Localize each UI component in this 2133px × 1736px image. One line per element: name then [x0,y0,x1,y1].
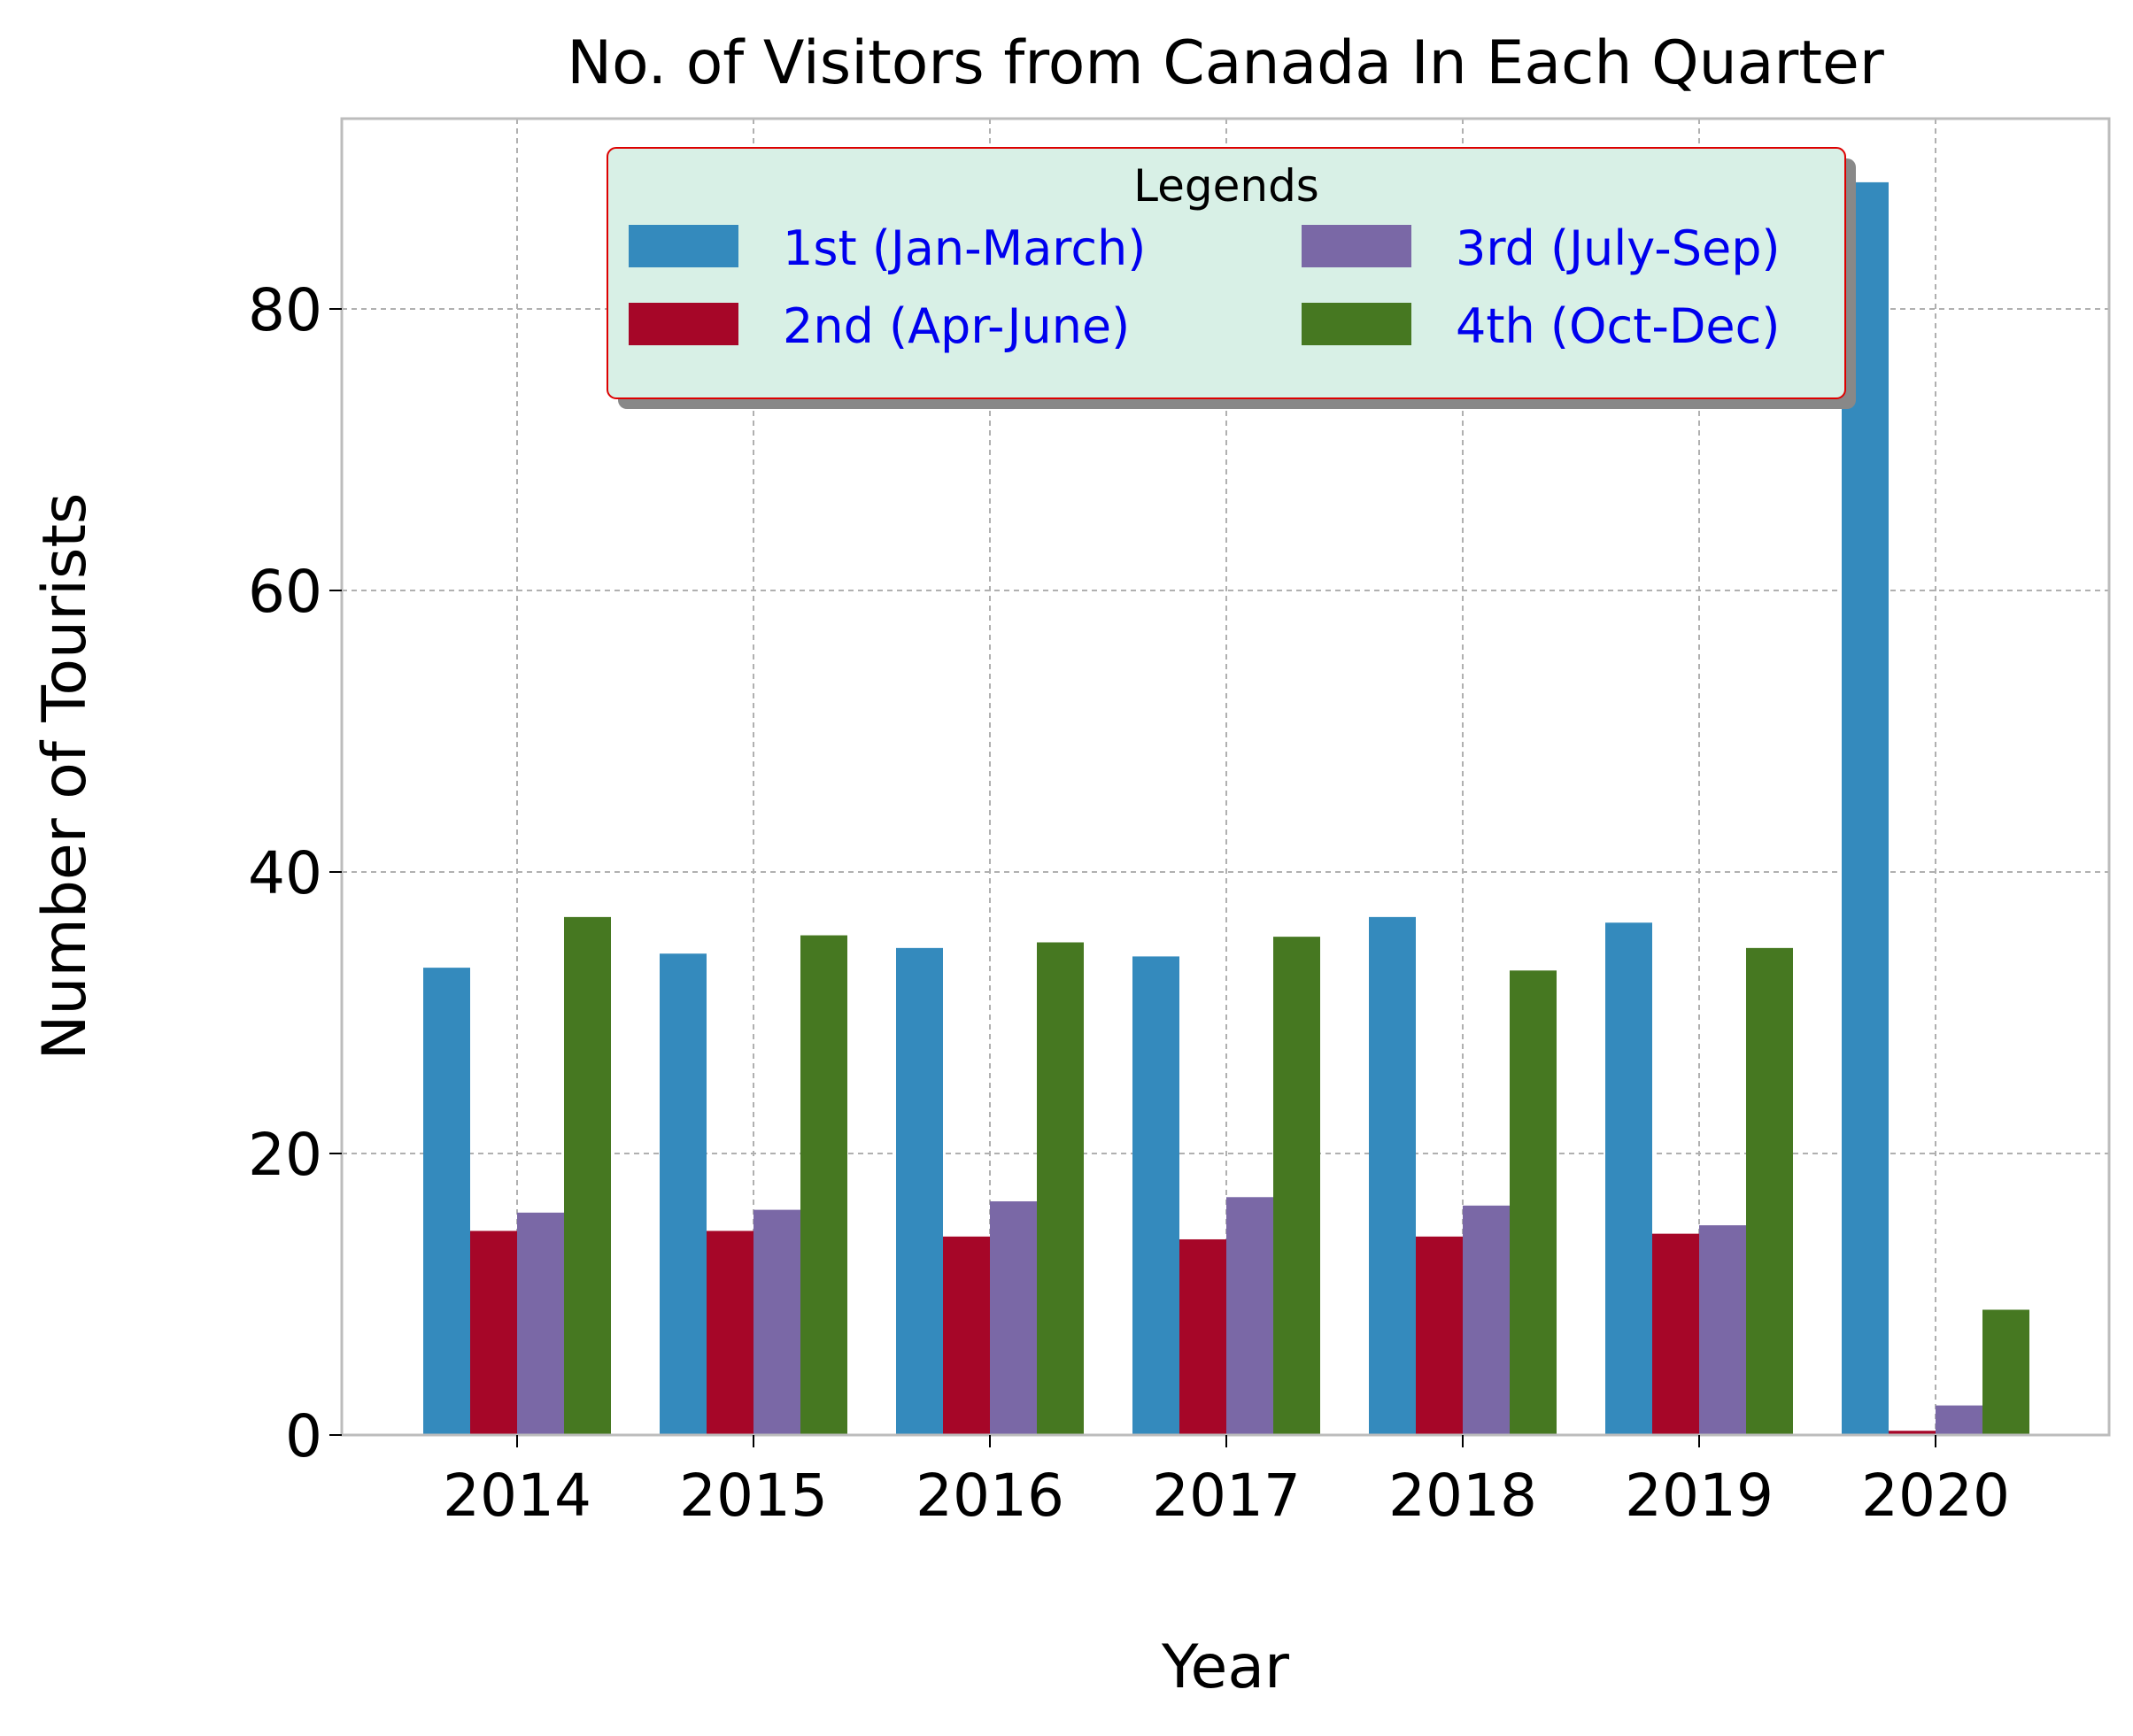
bar [660,953,707,1435]
bar [1652,1233,1699,1435]
y-tick-label: 80 [248,276,322,344]
bar [800,935,847,1435]
bar [1605,922,1652,1435]
legend-swatch [629,225,738,267]
legend-box [607,147,1846,399]
bar [1179,1238,1226,1435]
bar [1369,916,1416,1435]
y-tick-label: 20 [248,1121,322,1189]
bar [896,947,943,1435]
bar [707,1231,754,1435]
x-tick-label: 2018 [1388,1462,1537,1530]
bar [470,1231,517,1435]
bar [423,968,470,1435]
axis-ticks: 0 20 40 60 80 2014 2015 2016 2017 2018 2019 2020 [248,276,2010,1530]
bar [754,1209,800,1435]
x-tick-label: 2015 [679,1462,828,1530]
y-tick-label: 40 [248,839,322,907]
x-axis-label: Year [1161,1632,1289,1702]
legend-label: 3rd (July-Sep) [1456,220,1781,276]
legend-label: 2nd (Apr-June) [783,298,1130,354]
x-tick-label: 2016 [916,1462,1064,1530]
y-axis-label: Number of Tourists [30,493,100,1061]
legend-swatch [1302,225,1411,267]
x-tick-label: 2014 [443,1462,591,1530]
bar [1982,1309,2029,1435]
x-tick-label: 2017 [1152,1462,1301,1530]
bar [564,916,611,1435]
bar [1936,1405,1982,1435]
legend-label: 4th (Oct-Dec) [1456,298,1780,354]
bar [1132,956,1179,1435]
bar [1416,1236,1463,1435]
bar [943,1236,990,1435]
chart-title: No. of Visitors from Canada In Each Quar… [567,28,1884,98]
bar [990,1201,1037,1435]
legend-swatch [629,303,738,345]
bar [1226,1197,1273,1435]
x-tick-label: 2019 [1625,1462,1774,1530]
bar [1746,947,1793,1435]
legend-label: 1st (Jan-March) [783,220,1146,276]
bar [1273,937,1320,1435]
bar [1510,970,1557,1435]
bar [1037,942,1084,1435]
y-tick-label: 60 [248,558,322,626]
legend-swatch [1302,303,1411,345]
y-tick-label: 0 [285,1402,322,1470]
legend-title: Legends [1133,160,1319,212]
bar [517,1212,564,1435]
x-tick-label: 2020 [1861,1462,2010,1530]
bar [1889,1431,1936,1435]
bar [1699,1225,1746,1435]
bar [1463,1205,1510,1435]
bars [423,181,2029,1435]
legend: Legends 1st (Jan-March) 2nd (Apr-June) 3rd … [607,147,1856,409]
